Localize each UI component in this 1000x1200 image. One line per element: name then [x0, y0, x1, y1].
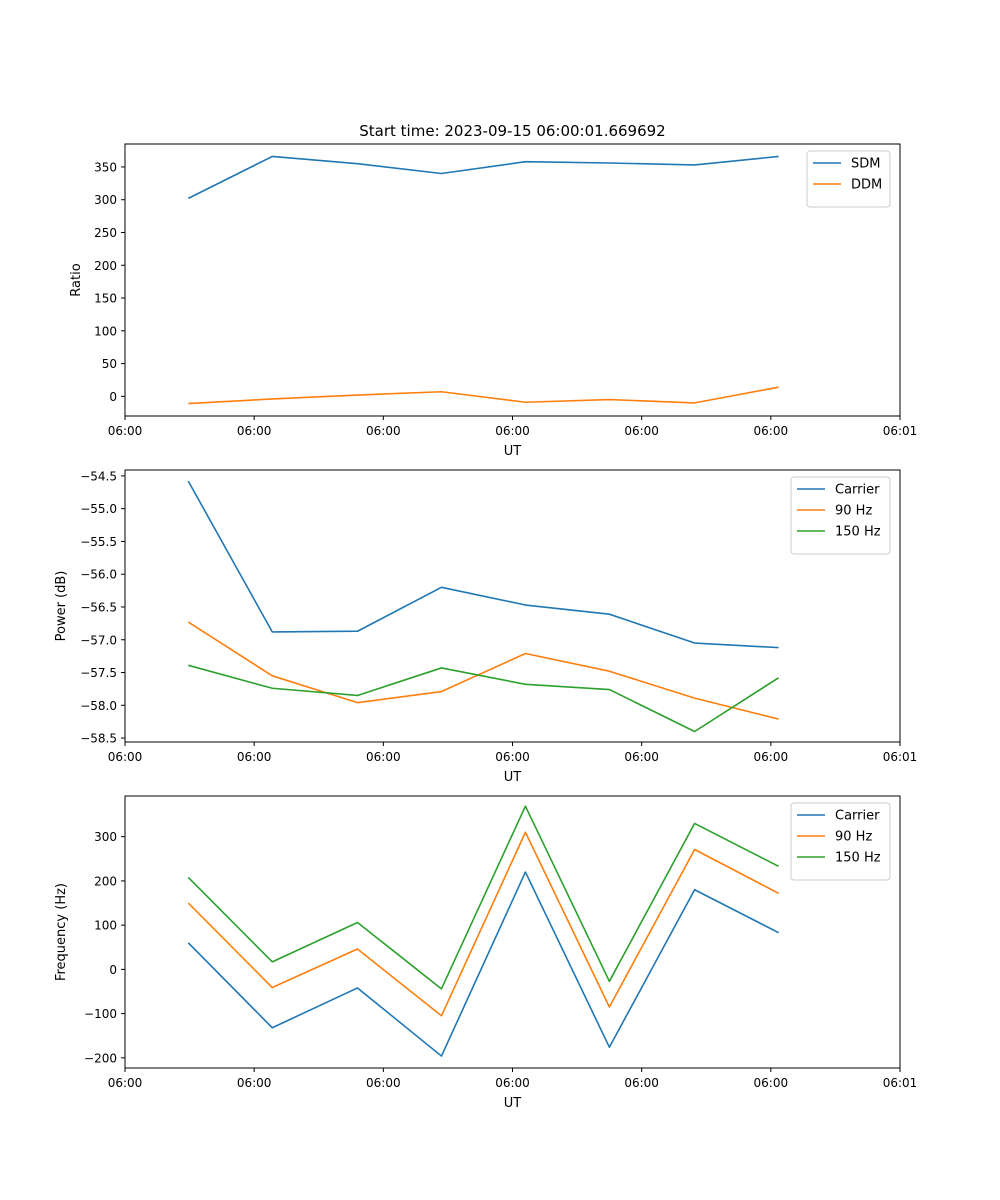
y-tick-label: 50: [102, 357, 117, 371]
series-line-150-hz: [188, 664, 780, 733]
x-tick-label: 06:01: [883, 424, 918, 438]
x-tick-label: 06:01: [883, 1076, 918, 1090]
chart-panel-1: 06:00 06:00 06:00 06:00 06:00 06:00 06:01 0 50 10…: [69, 143, 918, 459]
y-tick-label: 0: [109, 963, 117, 977]
chart-panel-3: 06:00 06:00 06:00 06:00 06:00 06:00 06:01 −200 −…: [54, 795, 918, 1111]
x-axis-label: UT: [504, 770, 522, 785]
x-tick-label: 06:00: [495, 750, 530, 764]
y-axis-label: Ratio: [69, 263, 84, 296]
series-line-90-hz: [187, 621, 779, 720]
y-tick-label: −56.5: [80, 600, 117, 614]
x-axis-label: UT: [504, 444, 522, 459]
x-tick-label: 06:00: [366, 1076, 401, 1090]
series-line-carrier: [187, 871, 779, 1057]
x-tick-label: 06:00: [495, 424, 530, 438]
x-tick-label: 06:00: [237, 1076, 272, 1090]
y-tick-label: −100: [84, 1007, 117, 1021]
series-group: [187, 155, 779, 405]
series-line-90-hz: [187, 831, 779, 1017]
x-tick-label: 06:00: [366, 750, 401, 764]
y-tick-label: 100: [94, 919, 117, 933]
legend: Carrier 90 Hz 150 Hz: [790, 476, 891, 555]
x-tick-label: 06:00: [624, 750, 659, 764]
y-tick-label: 250: [94, 226, 117, 240]
y-tick-label: 200: [94, 259, 117, 273]
chart-title: Start time: 2023-09-15 06:00:01.669692: [359, 122, 665, 140]
y-tick-label: 0: [109, 390, 117, 404]
y-tick-label: −55.5: [80, 535, 117, 549]
x-tick-label: 06:00: [108, 1076, 143, 1090]
legend-label: DDM: [851, 178, 882, 193]
y-tick-label: 350: [94, 160, 117, 174]
series-line-carrier: [187, 480, 779, 649]
legend-label: 90 Hz: [835, 830, 872, 845]
legend-label: 150 Hz: [835, 851, 881, 866]
x-tick-label: 06:00: [754, 424, 789, 438]
y-tick-label: −56.0: [80, 568, 117, 582]
y-tick-label: 300: [94, 193, 117, 207]
y-tick-label: 300: [94, 830, 117, 844]
legend-label: 150 Hz: [835, 525, 881, 540]
charts-container: 06:00 06:00 06:00 06:00 06:00 06:00 06:01 0 50 10…: [54, 143, 918, 1111]
y-tick-label: −57.0: [80, 633, 117, 647]
legend-box: [790, 476, 891, 555]
legend: Carrier 90 Hz 150 Hz: [790, 802, 891, 881]
y-tick-label: −58.0: [80, 699, 117, 713]
legend-label: Carrier: [835, 809, 880, 824]
x-tick-label: 06:00: [366, 424, 401, 438]
chart-panel-2: 06:00 06:00 06:00 06:00 06:00 06:00 06:01 −58.5…: [54, 469, 917, 785]
series-line-150-hz: [187, 805, 779, 990]
x-tick-label: 06:00: [624, 424, 659, 438]
legend-box: [790, 802, 891, 881]
x-tick-label: 06:00: [108, 424, 143, 438]
y-tick-label: −200: [84, 1051, 117, 1065]
y-tick-label: 100: [94, 324, 117, 338]
y-tick-label: −54.5: [80, 469, 117, 483]
y-axis-label: Frequency (Hz): [54, 883, 69, 981]
x-tick-label: 06:00: [754, 1076, 789, 1090]
y-tick-label: −57.5: [80, 666, 117, 680]
x-tick-label: 06:00: [237, 424, 272, 438]
y-tick-label: 150: [94, 292, 117, 306]
x-tick-label: 06:00: [624, 1076, 659, 1090]
legend: SDM DDM: [806, 150, 891, 208]
y-tick-label: 200: [94, 874, 117, 888]
x-tick-label: 06:00: [495, 1076, 530, 1090]
x-tick-label: 06:00: [754, 750, 789, 764]
series-line-ddm: [188, 386, 779, 405]
series-group: [187, 805, 779, 1057]
x-tick-label: 06:00: [108, 750, 143, 764]
x-tick-label: 06:00: [237, 750, 272, 764]
legend-label: SDM: [851, 157, 880, 172]
x-axis-label: UT: [504, 1096, 522, 1111]
legend-label: 90 Hz: [835, 504, 872, 519]
legend-label: Carrier: [835, 483, 880, 498]
series-line-sdm: [187, 155, 779, 200]
y-tick-label: −55.0: [80, 502, 117, 516]
series-group: [187, 480, 780, 733]
y-axis-label: Power (dB): [54, 571, 69, 642]
x-tick-label: 06:01: [883, 750, 918, 764]
y-tick-label: −58.5: [80, 732, 117, 746]
legend-box: [806, 150, 891, 208]
